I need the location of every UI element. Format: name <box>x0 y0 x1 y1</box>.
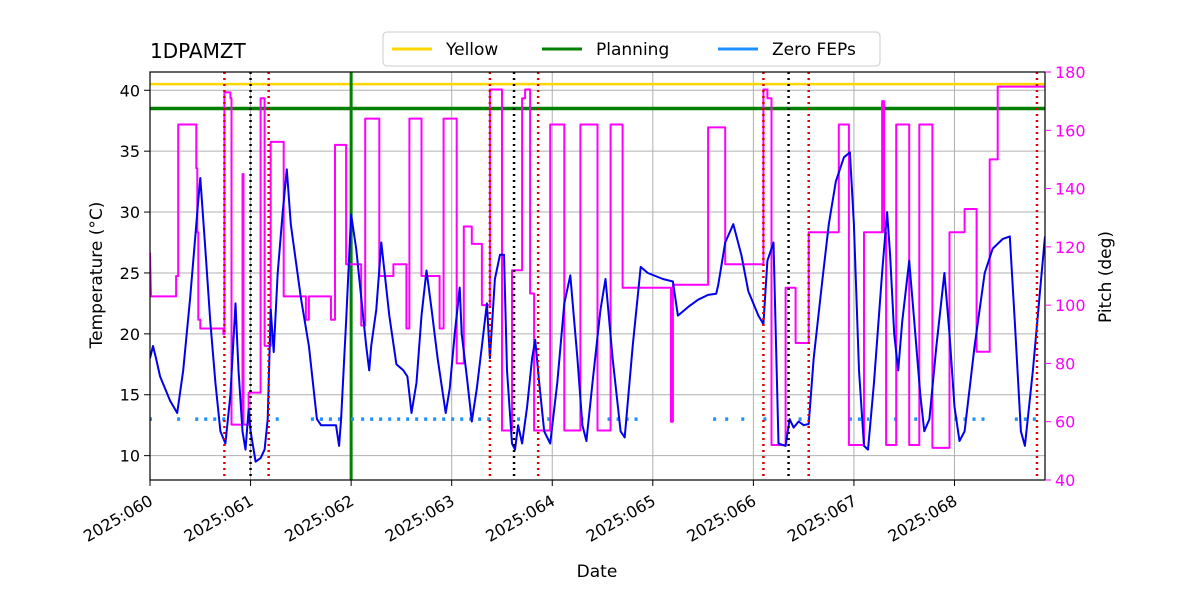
legend-label: Planning <box>596 40 669 60</box>
y-tick-label: 20 <box>120 325 140 344</box>
y-right-tick-label: 60 <box>1055 413 1075 432</box>
temperature-series-line <box>150 151 1045 463</box>
series-layer <box>150 85 1045 463</box>
x-tick-label: 2025:065 <box>583 491 659 546</box>
x-tick-label: 2025:064 <box>482 491 558 546</box>
legend-label: Yellow <box>445 40 498 60</box>
x-axis-label: Date <box>577 562 618 582</box>
y-tick-label: 10 <box>120 447 140 466</box>
y-right-tick-label: 100 <box>1055 296 1086 315</box>
y-tick-label: 15 <box>120 386 140 405</box>
y-tick-label: 25 <box>120 264 140 283</box>
y-right-tick-label: 180 <box>1055 63 1086 82</box>
y-tick-label: 40 <box>120 81 140 100</box>
chart-title: 1DPAMZT <box>150 39 247 63</box>
x-tick-label: 2025:063 <box>382 491 458 546</box>
y-tick-label: 30 <box>120 203 140 222</box>
legend-label: Zero FEPs <box>772 40 856 60</box>
x-tick-label: 2025:067 <box>784 491 860 546</box>
plot-frame <box>149 71 1046 481</box>
y-right-tick-label: 120 <box>1055 238 1086 257</box>
y-axis-label: Temperature (°C) <box>87 202 107 350</box>
pitch-series-line <box>150 85 1045 449</box>
x-tick-label: 2025:066 <box>683 491 759 546</box>
y-right-tick-label: 140 <box>1055 180 1086 199</box>
x-tick-label: 2025:060 <box>80 491 156 546</box>
y-right-tick-label: 40 <box>1055 471 1075 490</box>
y-right-tick-label: 80 <box>1055 354 1075 373</box>
y-right-tick-label: 160 <box>1055 121 1086 140</box>
legend: Yellow Planning Zero FEPs <box>382 31 881 67</box>
y-tick-label: 35 <box>120 142 140 161</box>
x-tick-label: 2025:061 <box>181 491 257 546</box>
x-tick-label: 2025:068 <box>885 491 961 546</box>
vline-layer <box>223 72 1039 480</box>
y-axis-right-label: Pitch (deg) <box>1096 231 1116 323</box>
x-tick-label: 2025:062 <box>281 491 357 546</box>
legend-box <box>382 31 881 67</box>
